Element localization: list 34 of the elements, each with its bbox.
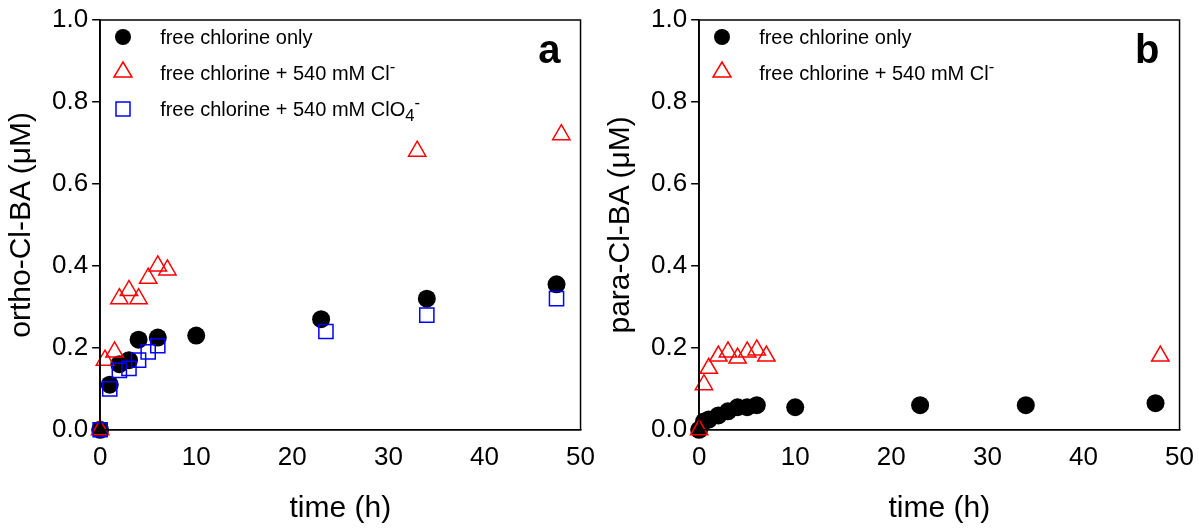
x-tick-label: 0 <box>691 440 707 471</box>
legend-label: free chlorine only <box>160 25 313 50</box>
y-tick-label: 0.6 <box>650 167 688 198</box>
y-tick-label: 0.6 <box>51 167 89 198</box>
x-axis-title: time (h) <box>289 490 392 524</box>
chart-title: a <box>538 27 562 72</box>
y-tick-label: 1.0 <box>51 3 89 34</box>
x-tick-label: 0 <box>92 440 108 471</box>
y-tick-label: 0.2 <box>650 331 688 362</box>
legend-label: free chlorine + 540 mM Cl$^{-}$ <box>160 56 396 86</box>
x-axis-title: time (h) <box>888 490 991 524</box>
y-tick-label: 0.0 <box>650 412 688 443</box>
y-tick-label: 0.8 <box>51 85 89 116</box>
x-tick-label: 50 <box>1165 440 1194 471</box>
y-tick-label: 0.2 <box>51 331 89 362</box>
y-axis-title: para-Cl-BA (μM) <box>602 116 636 334</box>
legend-label: free chlorine only <box>759 25 912 50</box>
x-tick-label: 30 <box>373 440 403 471</box>
y-tick-label: 0.0 <box>51 412 89 443</box>
x-tick-label: 40 <box>470 440 499 471</box>
x-tick-label: 50 <box>566 440 595 471</box>
y-axis-title: ortho-Cl-BA (μM) <box>3 112 37 338</box>
x-tick-label: 30 <box>972 440 1002 471</box>
x-tick-label: 40 <box>1069 440 1098 471</box>
y-tick-label: 0.4 <box>650 249 688 280</box>
y-tick-label: 1.0 <box>650 3 688 34</box>
y-tick-label: 0.4 <box>51 249 89 280</box>
x-tick-label: 10 <box>780 440 810 471</box>
legend-label: free chlorine + 540 mM Cl$^{-}$ <box>759 56 995 86</box>
x-tick-label: 10 <box>181 440 211 471</box>
x-tick-label: 20 <box>876 440 906 471</box>
y-tick-label: 0.8 <box>650 85 688 116</box>
chart-title: b <box>1135 27 1160 72</box>
x-tick-label: 20 <box>277 440 307 471</box>
